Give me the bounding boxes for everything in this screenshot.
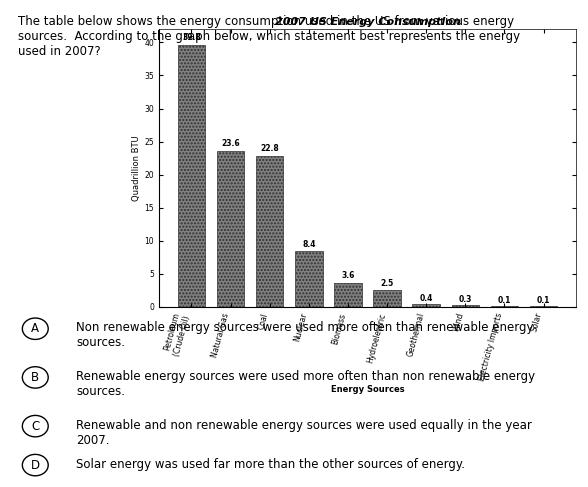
- Text: B: B: [31, 371, 39, 384]
- Text: 2.5: 2.5: [380, 279, 394, 288]
- Text: Non renewable energy sources were used more often than renewable energy
sources.: Non renewable energy sources were used m…: [76, 321, 534, 349]
- Text: Renewable energy sources were used more often than non renewable energy
sources.: Renewable energy sources were used more …: [76, 370, 536, 398]
- Text: C: C: [31, 420, 39, 432]
- Text: 0.3: 0.3: [459, 295, 472, 303]
- Text: 39.8: 39.8: [182, 34, 201, 42]
- Text: 8.4: 8.4: [302, 240, 316, 249]
- Bar: [413, 304, 440, 307]
- Text: The table below shows the energy consumption used in the US from various energy
: The table below shows the energy consump…: [18, 15, 520, 57]
- Bar: [530, 306, 557, 307]
- Text: 0.1: 0.1: [498, 296, 511, 305]
- Bar: [334, 283, 362, 307]
- Y-axis label: Quadrillion BTU: Quadrillion BTU: [132, 135, 141, 201]
- Text: Renewable and non renewable energy sources were used equally in the year
2007.: Renewable and non renewable energy sourc…: [76, 419, 532, 447]
- Text: 3.6: 3.6: [341, 271, 355, 281]
- Text: 22.8: 22.8: [260, 145, 279, 153]
- Bar: [373, 290, 401, 307]
- Bar: [295, 251, 322, 307]
- Bar: [178, 45, 205, 307]
- Title: 2007 US Energy Consumption: 2007 US Energy Consumption: [275, 17, 460, 27]
- Text: Solar energy was used far more than the other sources of energy.: Solar energy was used far more than the …: [76, 458, 466, 471]
- Text: 0.1: 0.1: [537, 296, 550, 305]
- Bar: [491, 306, 518, 307]
- X-axis label: Energy Sources: Energy Sources: [330, 385, 405, 393]
- Text: 0.4: 0.4: [419, 294, 433, 303]
- Bar: [217, 151, 244, 307]
- Text: A: A: [31, 322, 39, 335]
- Bar: [256, 156, 283, 307]
- Text: 23.6: 23.6: [221, 139, 240, 148]
- Text: D: D: [31, 459, 40, 471]
- Bar: [452, 305, 479, 307]
